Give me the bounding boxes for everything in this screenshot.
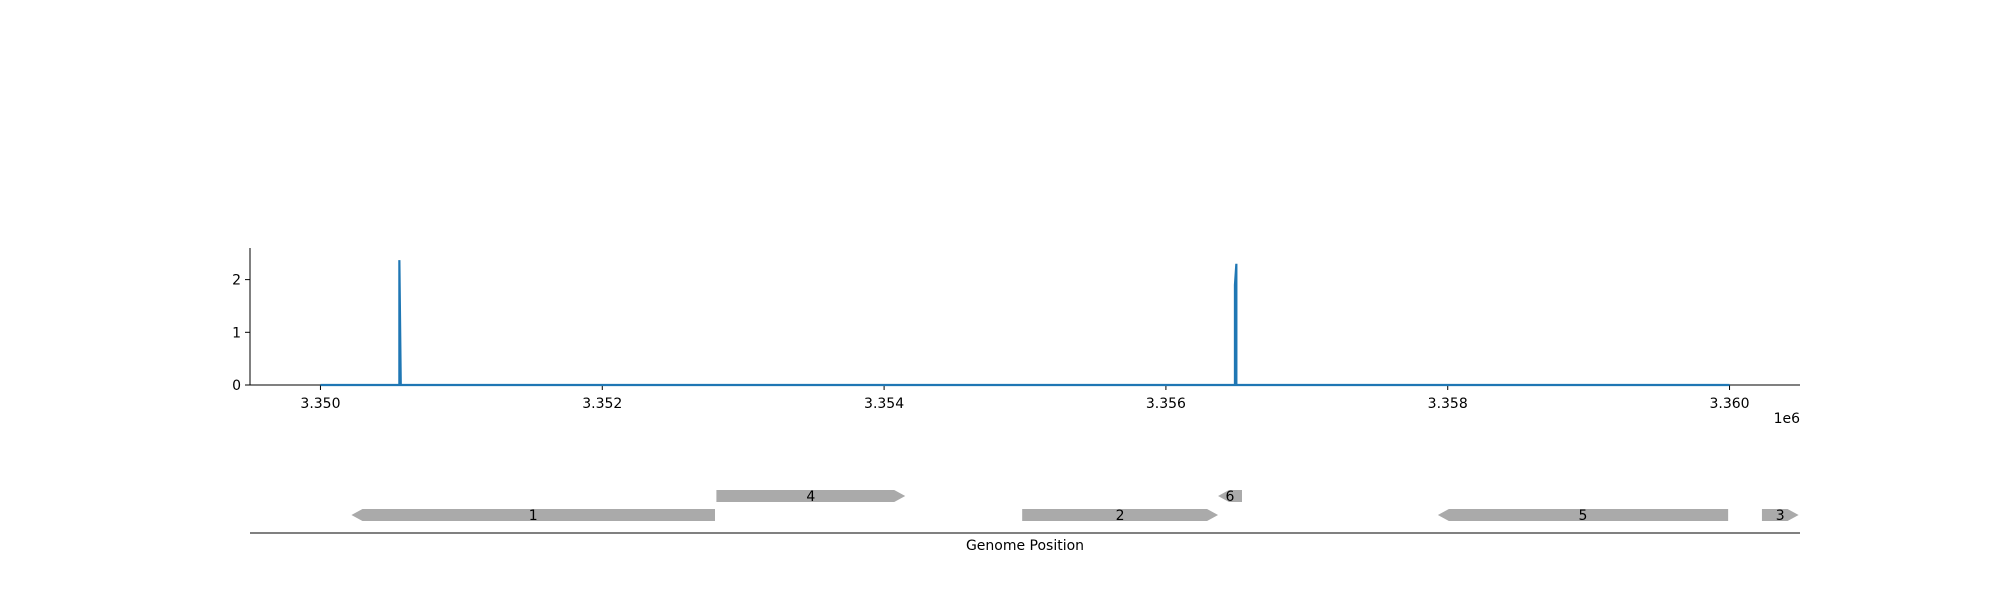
- y-tick-label: 2: [232, 273, 241, 289]
- gene-label-3: 3: [1776, 508, 1785, 524]
- gene-track-xlabel: Genome Position: [966, 538, 1084, 554]
- y-tick-label: 1: [232, 325, 241, 341]
- x-offset-label: 1e6: [1774, 411, 1801, 427]
- gene-label-6: 6: [1226, 489, 1235, 505]
- gene-feature-3: [1761, 509, 1799, 521]
- gene-feature-6: [1218, 490, 1242, 502]
- gene-feature-5: [1437, 509, 1729, 521]
- x-tick-label: 3.350: [300, 396, 340, 412]
- gene-label-2: 2: [1116, 508, 1125, 524]
- x-tick-label: 3.354: [864, 396, 904, 412]
- gene-feature-1: [351, 509, 715, 521]
- gene-label-1: 1: [529, 508, 538, 524]
- y-tick-label: 0: [232, 378, 241, 394]
- coverage-plot: 0 1 2 3.350 3.352 3.354 3.356 3.358 3.360 1e6: [232, 248, 1800, 427]
- x-tick-label: 3.358: [1428, 396, 1468, 412]
- x-tick-label: 3.360: [1709, 396, 1749, 412]
- gene-label-5: 5: [1579, 508, 1588, 524]
- gene-feature-4: [716, 490, 906, 502]
- gene-label-4: 4: [806, 489, 815, 505]
- x-tick-label: 3.352: [582, 396, 622, 412]
- gene-feature-2: [1022, 509, 1219, 521]
- gene-track: 1 4 2 6 5 3 Genome Position: [250, 489, 1800, 554]
- x-tick-label: 3.356: [1146, 396, 1186, 412]
- coverage-series-line: [320, 260, 1730, 387]
